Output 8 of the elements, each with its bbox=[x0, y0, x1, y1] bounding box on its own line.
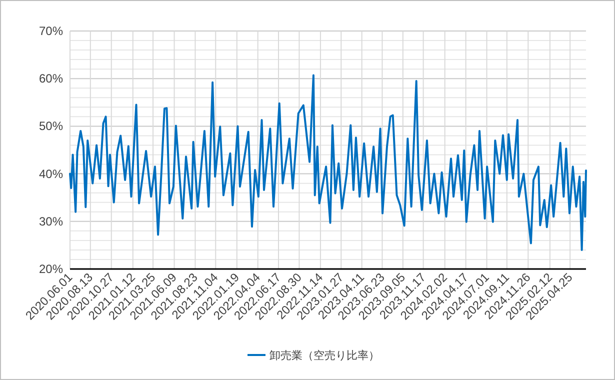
legend-label: 卸売業（空売り比率） bbox=[270, 349, 380, 362]
y-tick-label: 40% bbox=[38, 166, 64, 181]
y-tick-label: 30% bbox=[38, 214, 64, 228]
y-tick-label: 60% bbox=[38, 72, 64, 86]
line-series bbox=[69, 74, 587, 251]
y-tick-label: 20% bbox=[38, 262, 64, 276]
y-tick-label: 50% bbox=[38, 119, 64, 134]
y-tick-label: 70% bbox=[38, 24, 64, 38]
